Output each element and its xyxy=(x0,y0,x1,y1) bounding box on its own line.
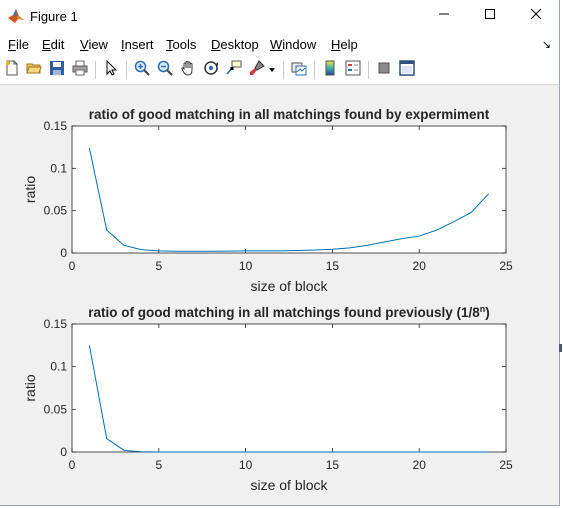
chart-1-x-axis-label: size of block xyxy=(250,278,328,294)
brush-button[interactable] xyxy=(247,59,267,81)
chart-1-y-tick-label: 0.05 xyxy=(44,204,68,218)
chart-1-x-tick-label: 15 xyxy=(326,259,340,273)
zoom-in-icon xyxy=(134,60,150,81)
title-bar: Figure 1 xyxy=(0,0,559,33)
matlab-logo-icon xyxy=(7,7,25,25)
chart-2-title-superscript: n xyxy=(480,304,486,314)
rotate-3d-button[interactable] xyxy=(201,60,221,80)
colorbar-button[interactable] xyxy=(320,60,340,80)
chart-2-x-tick-label: 25 xyxy=(499,458,513,472)
chart-2-x-tick-label: 0 xyxy=(69,458,76,472)
select-arrow-button[interactable] xyxy=(101,59,121,81)
legend-button[interactable] xyxy=(343,60,363,80)
menu-overflow-icon[interactable]: ↘ xyxy=(541,39,551,51)
window-title: Figure 1 xyxy=(30,9,78,24)
chart-1-x-tick-label: 0 xyxy=(69,259,76,273)
minimize-icon xyxy=(438,7,450,25)
link-plot-icon xyxy=(291,60,307,81)
close-icon xyxy=(530,7,542,25)
minimize-button[interactable] xyxy=(421,0,467,32)
chart-2-y-axis-label: ratio xyxy=(22,374,38,401)
chart-2-x-tick-label: 20 xyxy=(413,458,427,472)
menu-tools[interactable]: Tools xyxy=(166,37,197,52)
chart-2-x-tick-label: 15 xyxy=(326,458,340,472)
data-cursor-button[interactable] xyxy=(224,60,244,80)
chart-2-y-tick-label: 0.15 xyxy=(44,317,68,331)
chart-2-title: ratio of good matching in all matchings … xyxy=(88,304,490,320)
figure-toolbar xyxy=(0,57,559,85)
save-icon xyxy=(49,60,65,81)
menu-insert[interactable]: Insert xyxy=(121,37,154,52)
chart-1-plot-area xyxy=(71,125,507,254)
chart-1-x-tick-label: 10 xyxy=(239,259,253,273)
chart-1-y-tick-label: 0.15 xyxy=(44,119,68,133)
chart-2-x-tick-label: 5 xyxy=(155,458,162,472)
chart-1-x-tick-label: 20 xyxy=(413,259,427,273)
legend-icon xyxy=(345,60,361,81)
toolbar-separator xyxy=(95,61,96,79)
chart-2-x-tick-label: 10 xyxy=(239,458,253,472)
chart-1-x-tick-label: 5 xyxy=(155,259,162,273)
zoom-out-button[interactable] xyxy=(155,60,175,80)
link-plot-button[interactable] xyxy=(289,60,309,80)
figure-canvas: 0 5 10 15 20 25 0 0.05 0.1 0.15 ratio of good matc… xyxy=(0,85,562,505)
chart-1-series-line xyxy=(88,147,490,252)
show-plot-tools-icon xyxy=(399,59,415,81)
hide-plot-tools-icon xyxy=(376,60,392,81)
menu-bar: File Edit View Insert Tools Desktop Wind… xyxy=(0,33,559,57)
open-file-button[interactable] xyxy=(24,60,44,80)
show-plot-tools-button[interactable] xyxy=(397,59,417,81)
brush-dropdown-button[interactable] xyxy=(266,60,278,80)
zoom-in-button[interactable] xyxy=(132,60,152,80)
chart-2-y-tick-label: 0.05 xyxy=(44,402,68,416)
chart-2-plot-area xyxy=(71,323,507,453)
chart-1-x-tick-label: 25 xyxy=(499,259,513,273)
toolbar-separator xyxy=(283,61,284,79)
chart-1-y-tick-label: 0.1 xyxy=(50,161,67,175)
chart-1-y-tick-label: 0 xyxy=(60,246,67,260)
maximize-icon xyxy=(484,7,496,25)
save-button[interactable] xyxy=(47,60,67,80)
print-button[interactable] xyxy=(70,60,90,80)
open-file-icon xyxy=(26,60,42,81)
toolbar-separator xyxy=(368,61,369,79)
toolbar-separator xyxy=(126,61,127,79)
close-button[interactable] xyxy=(513,0,559,32)
menu-file[interactable]: File xyxy=(8,37,29,52)
chart-1-y-axis-label: ratio xyxy=(22,176,38,203)
new-figure-icon xyxy=(4,60,20,81)
hide-plot-tools-button[interactable] xyxy=(374,60,394,80)
chart-2-x-axis-label: size of block xyxy=(250,477,328,493)
chart-2-series-line xyxy=(88,345,489,453)
chart-2-title-end: ) xyxy=(485,305,490,320)
menu-view[interactable]: View xyxy=(80,37,108,52)
chart-2-y-tick-label: 0 xyxy=(60,445,67,459)
maximize-button[interactable] xyxy=(467,0,513,32)
chart-2-y-tick-label: 0.1 xyxy=(50,360,67,374)
data-cursor-icon xyxy=(226,60,242,81)
menu-help[interactable]: Help xyxy=(331,37,358,52)
menu-window[interactable]: Window xyxy=(270,37,317,52)
new-figure-button[interactable] xyxy=(2,60,22,80)
edge-handle xyxy=(559,344,562,352)
select-arrow-icon xyxy=(103,59,119,81)
zoom-out-icon xyxy=(157,60,173,81)
menu-edit[interactable]: Edit xyxy=(42,37,65,52)
pan-button[interactable] xyxy=(178,60,198,80)
chart-1-title: ratio of good matching in all matchings … xyxy=(89,107,490,122)
brush-dropdown-icon xyxy=(268,61,276,79)
colorbar-icon xyxy=(322,60,338,81)
pan-hand-icon xyxy=(180,60,196,81)
print-icon xyxy=(72,60,88,81)
rotate-3d-icon xyxy=(203,60,219,81)
menu-desktop[interactable]: Desktop xyxy=(211,37,259,52)
toolbar-separator xyxy=(314,61,315,79)
brush-icon xyxy=(249,59,265,81)
